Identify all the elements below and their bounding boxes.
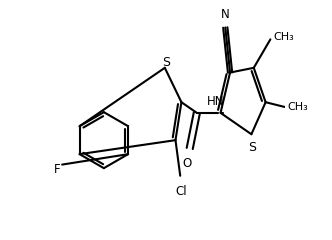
Text: O: O: [182, 157, 192, 170]
Text: HN: HN: [207, 95, 224, 108]
Text: F: F: [53, 163, 60, 176]
Text: S: S: [162, 56, 170, 69]
Text: S: S: [249, 141, 257, 154]
Text: N: N: [221, 8, 230, 21]
Text: Cl: Cl: [175, 185, 187, 198]
Text: CH₃: CH₃: [288, 102, 308, 112]
Text: CH₃: CH₃: [273, 32, 294, 42]
